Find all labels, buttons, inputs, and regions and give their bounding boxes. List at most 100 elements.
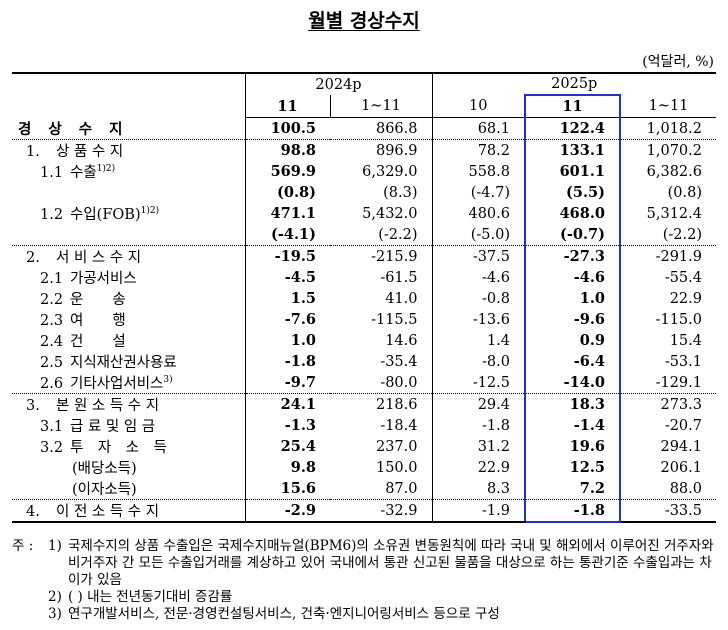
row-code: 2.1 — [40, 271, 64, 287]
note-marker: 2) — [48, 589, 62, 605]
cell: (0.8) — [244, 182, 330, 203]
cell: -20.7 — [664, 417, 702, 434]
table-row: (배당소득) 9.8 150.0 22.9 12.5 206.1 — [12, 457, 716, 478]
cell: (-5.0) — [431, 224, 525, 246]
cell: 15.4 — [669, 332, 702, 349]
cell: 18.3 — [524, 393, 621, 415]
title: 월별 경상수지 — [0, 6, 728, 33]
note: 3) 연구개발서비스, 전문·경영컨설팅서비스, 건축·엔지니어링서비스 등으로 … — [12, 606, 724, 623]
cell: -18.4 — [380, 417, 418, 434]
column-header: 11 — [244, 95, 330, 118]
note: 주 : 1) 국제수지의 상품 수출입은 국제수지매뉴얼(BPM6)의 소유권 변동… — [12, 538, 724, 589]
cell: (-2.2) — [378, 226, 418, 243]
cell: 88.0 — [669, 480, 702, 497]
footnote-ref: 3) — [163, 375, 173, 386]
cell: -12.5 — [431, 372, 525, 394]
row-label-text: 경 상 수 지 — [18, 120, 129, 138]
cell: 601.1 — [524, 161, 621, 182]
cell: -2.9 — [244, 499, 330, 523]
row-label — [12, 182, 245, 203]
cell: 15.6 — [244, 478, 330, 500]
cell: 100.5 — [244, 117, 330, 140]
cell: -4.6 — [431, 267, 525, 288]
table-row: 2.4 건 설 1.0 14.6 1.4 0.9 15.4 — [12, 330, 716, 351]
row-label-text: 투 자 소 득 — [70, 440, 167, 456]
cell: -13.6 — [431, 309, 525, 330]
cell: -33.5 — [620, 499, 716, 523]
row-code: 2.5 — [40, 355, 64, 371]
table-row: 2.6 기타사업서비스3) -9.7 -80.0 -12.5 -14.0 -129.1 — [12, 372, 716, 394]
row-label: (배당소득) — [12, 457, 245, 478]
cell: 0.9 — [524, 330, 621, 351]
cell: 1.4 — [431, 330, 525, 351]
table-row: 2. 서 비 스 수 지 -19.5 -215.9 -37.5 -27.3 -291.9 — [12, 245, 716, 267]
row-code: 3.2 — [40, 440, 64, 456]
table-row: 2.1 가공서비스 -4.5 -61.5 -4.6 -4.6 -55.4 — [12, 267, 716, 288]
cell: 87.0 — [385, 480, 418, 497]
cell: -1.4 — [524, 415, 621, 436]
row-code: 2.3 — [40, 313, 64, 329]
row-label-text: 서 비 스 수 지 — [56, 250, 142, 266]
cell: 24.1 — [244, 393, 330, 415]
cell: -53.1 — [664, 353, 702, 370]
row-label-text: 수출 — [70, 165, 97, 181]
row-label-text: 건 설 — [70, 334, 126, 350]
cell: -9.7 — [244, 372, 330, 394]
cell: 1,018.2 — [646, 120, 702, 137]
table-row: 2.3 여 행 -7.6 -115.5 -13.6 -9.6 -115.0 — [12, 309, 716, 330]
row-code: 3.1 — [40, 419, 64, 435]
row-code: 2.2 — [40, 292, 64, 308]
cell: 896.9 — [330, 139, 432, 161]
row-label-text: 수입(FOB) — [70, 207, 141, 223]
note-marker: 3) — [48, 606, 62, 622]
cell: -80.0 — [380, 374, 418, 391]
cell: 14.6 — [385, 332, 418, 349]
footnote-ref: 1)2) — [140, 206, 160, 217]
cell: 25.4 — [244, 436, 330, 457]
cell: -1.8 — [244, 351, 330, 372]
cell: (5.5) — [524, 182, 621, 203]
cell: 218.6 — [330, 393, 432, 415]
table-row: (-4.1) (-2.2) (-5.0) (-0.7) (-2.2) — [12, 224, 716, 246]
row-label: 2.5 지식재산권사용료 — [12, 351, 245, 372]
cell: 78.2 — [431, 139, 525, 161]
row-label: 4. 이 전 소 득 수 지 — [12, 499, 245, 523]
row-code: 1.1 — [40, 165, 64, 181]
row-label: 2. 서 비 스 수 지 — [12, 245, 245, 267]
row-code: 3. — [26, 398, 40, 414]
row-label: 3.2 투 자 소 득 — [12, 436, 245, 457]
note-prefix — [12, 606, 48, 623]
cell: 480.6 — [431, 203, 525, 224]
cell: 471.1 — [244, 203, 330, 224]
header-row: 11 1~11 10 11 1~11 — [12, 94, 716, 118]
row-code: 2. — [26, 250, 40, 266]
corner — [12, 72, 245, 118]
table: 2024p 2025p 11 1~11 10 11 1~11 경 상 수 지 100.5 86… — [12, 72, 716, 523]
cell: -4.6 — [524, 267, 621, 288]
row-label-text: (배당소득) — [72, 461, 137, 477]
cell: (-0.7) — [524, 224, 621, 246]
table-body: 경 상 수 지 100.5 866.8 68.1 122.4 1,018.2 1. 상 품 수… — [12, 117, 716, 523]
cell: -35.4 — [380, 353, 418, 370]
cell: 122.4 — [524, 117, 621, 140]
note-marker: 1) — [48, 538, 62, 554]
row-label: 2.6 기타사업서비스3) — [12, 372, 245, 394]
cell: 1,070.2 — [620, 139, 716, 161]
row-label: 3. 본 원 소 득 수 지 — [12, 393, 245, 415]
row-label: (이자소득) — [12, 478, 245, 500]
cell: 5,432.0 — [362, 205, 418, 222]
cell: -27.3 — [524, 245, 621, 267]
footnote-ref: 1)2) — [96, 164, 116, 175]
cell: 6,382.6 — [646, 163, 702, 180]
cell: -291.9 — [620, 245, 716, 267]
cell: -0.8 — [431, 288, 525, 309]
cell: 8.3 — [431, 478, 525, 500]
cell: 41.0 — [385, 290, 418, 307]
note-prefix: 주 : — [12, 538, 34, 554]
row-label-text: 기타사업서비스 — [70, 376, 164, 392]
table-row: 1. 상 품 수 지 98.8 896.9 78.2 133.1 1,070.2 — [12, 139, 716, 161]
row-label-text: 이 전 소 득 수 지 — [56, 504, 160, 520]
table-head: 2024p 2025p 11 1~11 10 11 1~11 — [12, 72, 716, 118]
row-label-text: (이자소득) — [72, 482, 137, 498]
cell: -1.8 — [431, 415, 525, 436]
